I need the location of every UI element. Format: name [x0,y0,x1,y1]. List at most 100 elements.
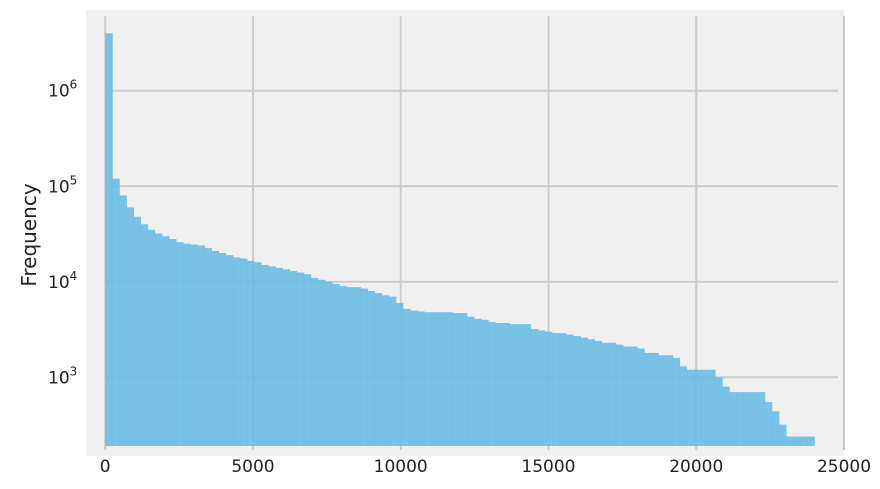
histogram-bar [693,369,702,446]
histogram-bar [622,346,631,446]
histogram-bar [637,348,645,446]
histogram-bar [289,270,298,446]
histogram-bar [360,288,369,446]
histogram-bar [736,392,744,446]
histogram-bar [147,229,156,446]
histogram-bar [679,366,688,446]
histogram-bar [445,312,454,446]
histogram-bar [580,337,588,446]
histogram-bar [615,344,624,446]
x-tick-label: 20000 [669,457,723,477]
x-tick-label: 10000 [374,457,428,477]
histogram-bar [161,236,170,446]
histogram-bar [438,312,447,446]
histogram-bar [310,277,319,446]
histogram-bar [367,291,376,446]
histogram-bar [452,313,461,446]
histogram-bar [488,321,496,446]
histogram-bar [254,262,262,446]
y-tick-label: 105 [48,173,77,197]
histogram-bar [523,324,532,446]
histogram-bar [232,257,241,446]
histogram-bar [750,392,759,446]
histogram-bar [793,436,801,446]
y-tick-label: 103 [48,364,77,388]
histogram-bar [105,33,113,446]
histogram-bar [431,312,439,446]
histogram-bar [722,386,730,446]
histogram-bar [353,287,361,446]
histogram-bar [303,274,312,446]
histogram-bar [403,308,411,446]
histogram-bar [282,269,291,446]
histogram-bar [424,312,432,446]
histogram-bar [133,216,142,446]
histogram-bar [204,248,212,446]
histogram-bar [275,267,283,446]
histogram-bar [332,283,340,446]
histogram-bar [566,334,574,446]
histogram-bar [764,402,773,446]
histogram-bar [516,324,525,446]
histogram-bar [481,319,489,446]
histogram-bar [169,239,177,446]
histogram-bar [800,436,808,446]
histogram-bar [771,411,780,446]
y-tick-label: 106 [48,78,77,102]
histogram-bar [686,369,695,446]
histogram-bar [729,392,737,446]
histogram-bar [119,195,127,446]
histogram-bar [587,339,595,446]
histogram-bar [672,357,681,446]
histogram-bar [778,424,787,446]
histogram-bar [296,272,305,446]
histogram-bar [388,296,397,446]
histogram-bar [339,286,347,446]
histogram-bar [715,377,723,446]
y-tick-label: 104 [48,269,77,293]
histogram-bar [211,250,220,446]
histogram-bar [317,279,326,446]
histogram-bar [474,318,482,446]
histogram-bar [197,245,205,446]
histogram-bar [346,287,354,446]
x-tick-labels: 0 5000 10000 15000 20000 25000 [100,457,871,477]
histogram-bar [743,392,752,446]
histogram-bar [757,392,766,446]
histogram-bar [658,355,666,446]
y-tick-labels: 103 104 105 106 [48,78,77,389]
histogram-bar [665,355,674,446]
y-axis-title: Frequency [17,183,41,286]
histogram-bar [190,244,198,446]
histogram-bar [502,323,510,446]
histogram-bar [573,336,581,446]
histogram-bar [459,313,468,446]
x-tick-label: 15000 [521,457,575,477]
histogram-bar [112,178,120,447]
histogram-bar [374,293,383,446]
histogram-bar [268,266,276,446]
histogram-bar [247,260,255,446]
histogram-bar [594,340,603,446]
histogram-bar [537,330,546,446]
histogram-bar [630,346,638,446]
histogram-bar [530,329,539,446]
histogram-bar [325,281,333,446]
histogram-bar [509,324,517,446]
histogram-bar [651,352,659,446]
histogram-bar [466,316,475,446]
histogram-bar [261,264,269,446]
histogram-bar [381,295,390,446]
x-tick-label: 0 [100,457,111,477]
histogram-bar [154,233,163,446]
histogram-bar [140,224,149,446]
histogram-bar [708,369,716,446]
histogram-bar [552,333,560,446]
histogram-bar [410,310,418,446]
histogram-bar [644,352,652,446]
histogram-bar [126,207,134,446]
histogram-bar [395,302,404,446]
histogram-bar [218,253,227,446]
histogram-bar [559,333,567,446]
histogram-bar [807,436,815,446]
